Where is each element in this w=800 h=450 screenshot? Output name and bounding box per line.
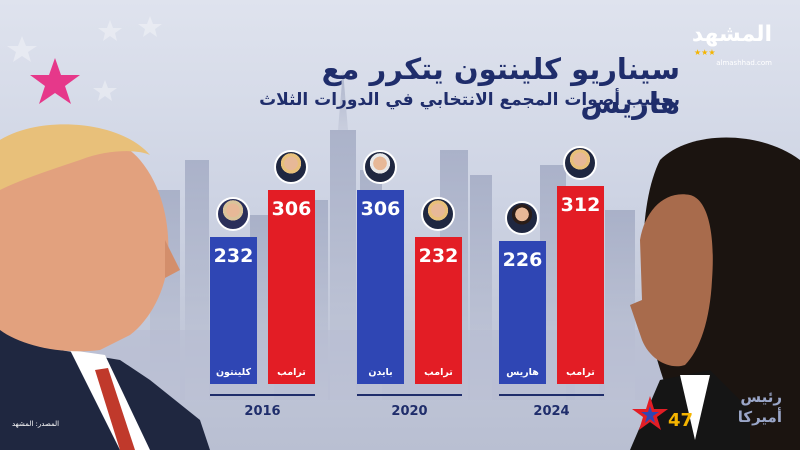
bar-2020-republican: 232 ترامب xyxy=(415,237,462,384)
year-label: 2024 xyxy=(533,404,570,419)
biden-avatar xyxy=(363,150,397,184)
bar-value-label: 232 xyxy=(418,245,459,267)
president-47-brand: رئيس أميركا 47 xyxy=(632,388,782,438)
logo-name: المشهد xyxy=(691,22,772,47)
logo-url: almashhad.com xyxy=(716,59,772,67)
bar-value-label: 312 xyxy=(560,194,601,216)
bar-2024-republican: 312 ترامب xyxy=(557,186,604,384)
year-divider xyxy=(499,394,604,396)
bar-2024-democrat: 226 هاريس xyxy=(499,241,546,384)
candidate-name-label: ترامب xyxy=(424,367,453,378)
logo-stars-icon: ★★★ xyxy=(694,48,716,57)
trump-portrait xyxy=(0,124,210,450)
bar-value-label: 226 xyxy=(502,249,543,271)
harris-portrait xyxy=(630,137,800,450)
year-label: 2016 xyxy=(244,404,281,419)
bar-value-label: 232 xyxy=(213,245,254,267)
candidate-name-label: ترامب xyxy=(277,367,306,378)
year-label: 2020 xyxy=(391,404,428,419)
trump-avatar xyxy=(421,197,455,231)
almashhad-logo: المشهد ★★★almashhad.com xyxy=(662,22,772,68)
bar-2016-democrat: 232 كلينتون xyxy=(210,237,257,384)
chart-subtitle: بحسب أصوات المجمع الانتخابي في الدورات ا… xyxy=(259,90,680,110)
bar-2020-democrat: 306 بايدن xyxy=(357,190,404,384)
trump-avatar xyxy=(274,150,308,184)
pink-star-icon xyxy=(30,58,80,104)
year-divider xyxy=(357,394,462,396)
clinton-avatar xyxy=(216,197,250,231)
candidate-name-label: بايدن xyxy=(368,367,393,378)
candidate-name-label: هاريس xyxy=(506,367,539,378)
bar-value-label: 306 xyxy=(271,198,312,220)
trump-avatar xyxy=(563,146,597,180)
bar-2016-republican: 306 ترامب xyxy=(268,190,315,384)
brand-star-icon xyxy=(632,396,668,430)
brand-number: 47 xyxy=(668,410,694,431)
candidate-name-label: كلينتون xyxy=(215,367,252,378)
year-divider xyxy=(210,394,315,396)
source-note: المصدر: المشهد xyxy=(12,420,60,428)
brand-text-top: رئيس xyxy=(740,388,782,406)
harris-avatar xyxy=(505,201,539,235)
candidate-name-label: ترامب xyxy=(566,367,595,378)
chart-title: سيناريو كلينتون يتكرر مع هاريس xyxy=(321,52,680,120)
bar-value-label: 306 xyxy=(360,198,401,220)
brand-text-bottom: أميركا xyxy=(737,408,782,426)
